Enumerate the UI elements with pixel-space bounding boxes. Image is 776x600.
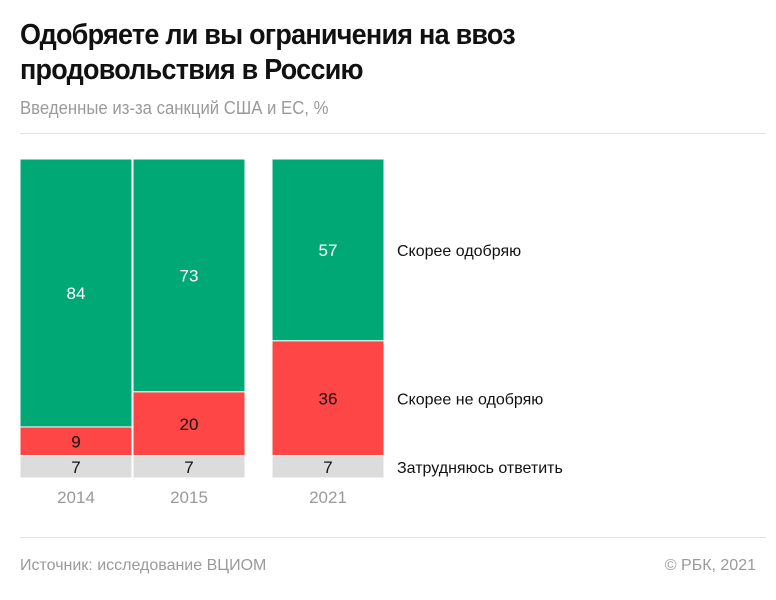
chart-subtitle: Введенные из-за санкций США и ЕС, % [20,98,329,118]
copyright: © РБК, 2021 [664,557,756,574]
category-label: 2021 [309,488,347,507]
footer-divider [20,537,766,538]
category-label: 2015 [170,488,208,507]
bar-segment [271,455,385,479]
legend-label: Скорее одобряю [397,243,521,260]
chart-title: Одобряете ли вы ограничения на ввоз прод… [20,19,516,86]
header-divider [20,133,766,134]
data-label: 7 [323,458,332,477]
legend-label: Затрудняюсь ответить [397,460,563,477]
data-label: 7 [184,458,193,477]
category-label: 2014 [57,488,95,507]
data-label: 57 [319,241,338,260]
stacked-bar-chart: 84 9 7 2014 73 20 7 2015 57 Скорее одобряю 36 Скоре… [19,158,563,507]
bar-segment [271,340,385,457]
bar-segment [132,391,246,457]
bar-segment [271,158,385,342]
bar-segment [19,158,133,428]
data-label: 9 [71,432,80,451]
data-label: 7 [71,458,80,477]
data-label: 84 [67,284,86,303]
data-label: 36 [319,389,338,408]
legend-label: Скорее не одобряю [397,391,543,408]
data-label: 20 [180,415,199,434]
bar-segment [132,455,246,479]
bar-segment [132,158,246,393]
bar-segment [19,455,133,479]
data-label: 73 [180,266,199,285]
source-note: Источник: исследование ВЦИОМ [20,557,267,574]
